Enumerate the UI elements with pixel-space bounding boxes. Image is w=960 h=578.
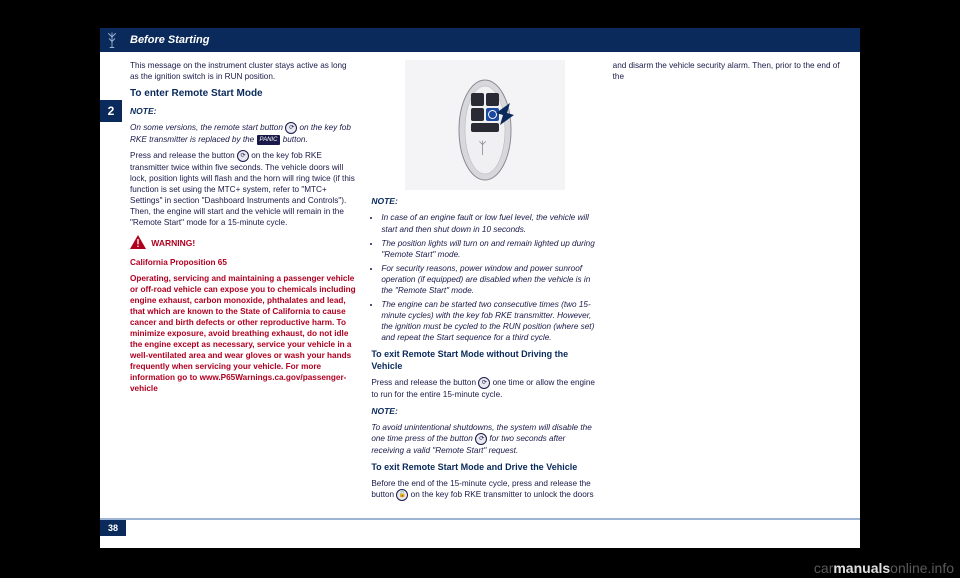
header-bar: Before Starting xyxy=(100,28,860,52)
note1-text-a: On some versions, the remote start butto… xyxy=(130,123,285,132)
note-body: On some versions, the remote start butto… xyxy=(130,122,357,145)
note-block-1: NOTE: On some versions, the remote start… xyxy=(130,106,357,146)
heading-exit-drive: To exit Remote Start Mode and Drive the … xyxy=(371,461,598,473)
panic-button-icon: PANIC xyxy=(257,135,281,145)
watermark: carmanualsonline.info xyxy=(814,560,954,576)
content-columns: This message on the instrument cluster s… xyxy=(130,60,840,514)
warning-body: Operating, servicing and maintaining a p… xyxy=(130,273,357,395)
trident-logo-icon xyxy=(100,28,124,52)
remote-start-icon: ⟳ xyxy=(478,377,490,389)
manual-page: Before Starting 2 This message on the in… xyxy=(100,28,860,548)
heading-exit-no-drive: To exit Remote Start Mode without Drivin… xyxy=(371,348,598,372)
unlock-icon: 🔓 xyxy=(396,489,408,501)
heading-enter-remote-start: To enter Remote Start Mode xyxy=(130,87,357,101)
note3-body: To avoid unintentional shutdowns, the sy… xyxy=(371,422,598,456)
footer-divider xyxy=(100,518,860,520)
para2-a: Press and release the button xyxy=(130,151,237,160)
list-item: The position lights will turn on and rem… xyxy=(381,238,598,260)
exit-nodrive-paragraph: Press and release the button ⟳ one time … xyxy=(371,377,598,400)
note2-bullet-list: In case of an engine fault or low fuel l… xyxy=(371,212,598,343)
keyfob-figure xyxy=(405,60,565,190)
remote-start-icon: ⟳ xyxy=(475,433,487,445)
remote-start-icon: ⟳ xyxy=(285,122,297,134)
list-item: For security reasons, power window and p… xyxy=(381,263,598,296)
exit-nodrive-a: Press and release the button xyxy=(371,379,478,388)
warning-line1: California Proposition 65 xyxy=(130,257,357,268)
list-item: The engine can be started two consecutiv… xyxy=(381,299,598,343)
list-item: In case of an engine fault or low fuel l… xyxy=(381,212,598,234)
keyfob-icon xyxy=(440,65,530,185)
note-block-3: NOTE: To avoid unintentional shutdowns, … xyxy=(371,406,598,457)
note1-text-c: button. xyxy=(283,135,308,144)
chapter-tab: 2 xyxy=(100,100,122,122)
intro-paragraph: This message on the instrument cluster s… xyxy=(130,60,357,82)
paragraph-press-release: Press and release the button ⟳ on the ke… xyxy=(130,150,357,228)
note-label-2: NOTE: xyxy=(371,196,598,207)
warning-header: WARNING! xyxy=(130,235,357,252)
warning-block: WARNING! California Proposition 65 Opera… xyxy=(130,235,357,395)
note-label: NOTE: xyxy=(130,106,357,117)
watermark-bold: manuals xyxy=(833,560,890,576)
para2-b: on the key fob RKE transmitter twice wit… xyxy=(130,151,355,227)
page-number: 38 xyxy=(100,520,126,536)
watermark-prefix: car xyxy=(814,560,833,576)
warning-title: WARNING! xyxy=(151,237,195,247)
watermark-suffix: online.info xyxy=(890,560,954,576)
section-title: Before Starting xyxy=(124,34,209,46)
remote-start-icon: ⟳ xyxy=(237,150,249,162)
warning-triangle-icon xyxy=(130,235,146,252)
note-label-3: NOTE: xyxy=(371,406,598,417)
